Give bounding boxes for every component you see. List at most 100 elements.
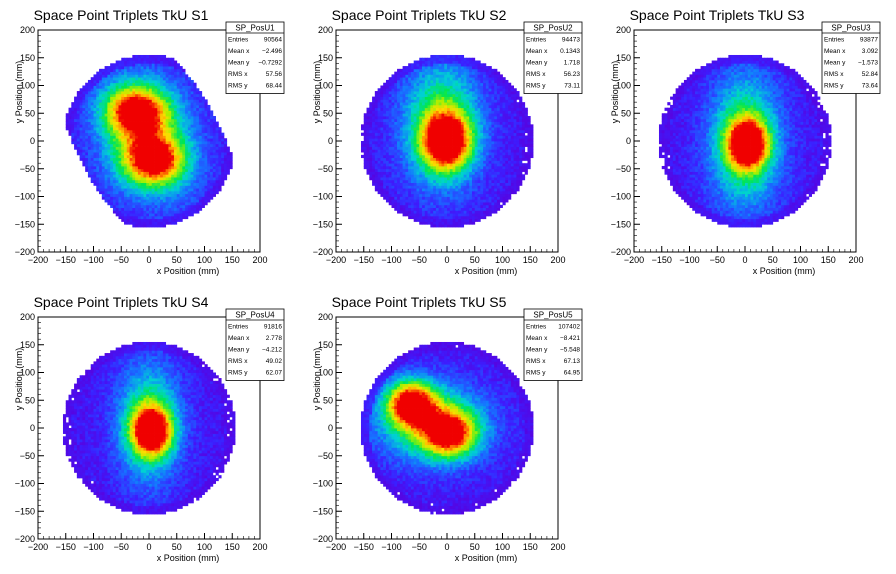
heatmap-cell	[444, 85, 448, 89]
heatmap-cell	[377, 182, 381, 186]
heatmap-cell	[115, 168, 119, 172]
heatmap-cell	[187, 168, 192, 172]
heatmap-cell	[458, 207, 462, 211]
heatmap-cell	[132, 196, 136, 200]
heatmap-cell	[140, 107, 144, 111]
heatmap-cell	[71, 135, 75, 139]
heatmap-cell	[137, 60, 142, 64]
heatmap-cell	[458, 135, 462, 139]
heatmap-cell	[416, 213, 420, 217]
heatmap-cell	[182, 127, 186, 131]
heatmap-cell	[132, 157, 136, 161]
heatmap-cell	[391, 152, 395, 156]
heatmap-cell	[146, 210, 150, 214]
heatmap-cell	[196, 154, 200, 159]
heatmap-cell	[449, 143, 453, 147]
heatmap-cell	[433, 104, 437, 109]
heatmap-cell	[126, 71, 130, 75]
heatmap-cell	[76, 146, 81, 150]
stats-value: −0.7292	[258, 60, 282, 67]
heatmap-cell	[455, 221, 459, 225]
heatmap-cell	[71, 138, 75, 142]
heatmap-cell	[469, 135, 473, 139]
heatmap-cell	[466, 204, 470, 208]
heatmap-cell	[471, 124, 476, 128]
heatmap-cell	[96, 110, 100, 114]
heatmap-cell	[405, 182, 409, 186]
heatmap-cell	[469, 152, 473, 156]
heatmap-cell	[433, 143, 437, 147]
heatmap-cell	[410, 107, 415, 111]
heatmap-cell	[185, 74, 189, 78]
heatmap-cell	[422, 165, 426, 170]
heatmap-cell	[124, 165, 128, 170]
heatmap-cell	[96, 154, 100, 159]
heatmap-cell	[212, 121, 216, 125]
heatmap-cell	[176, 102, 180, 106]
heatmap-cell	[137, 135, 142, 139]
heatmap-cell	[171, 190, 175, 195]
heatmap-cell	[151, 188, 155, 192]
heatmap-cell	[79, 121, 83, 125]
heatmap-cell	[132, 91, 136, 95]
heatmap-cell	[132, 107, 136, 111]
heatmap-cell	[435, 210, 440, 214]
heatmap-cell	[190, 79, 194, 84]
heatmap-cell	[463, 93, 467, 97]
heatmap-cell	[201, 135, 205, 139]
heatmap-cell	[402, 68, 406, 73]
heatmap-cell	[449, 63, 453, 67]
heatmap-cell	[96, 102, 100, 106]
heatmap-cell	[391, 182, 395, 186]
heatmap-cell	[424, 113, 428, 117]
heatmap-cell	[87, 160, 92, 164]
heatmap-cell	[182, 79, 186, 84]
heatmap-cell	[447, 82, 451, 86]
heatmap-cell	[463, 149, 467, 153]
heatmap-cell	[79, 102, 83, 106]
heatmap-cell	[466, 177, 470, 181]
heatmap-cell	[204, 157, 208, 161]
heatmap-cell	[444, 218, 448, 222]
heatmap-cell	[146, 204, 150, 208]
heatmap-cell	[383, 168, 387, 172]
heatmap-cell	[107, 171, 111, 175]
heatmap-cell	[168, 207, 172, 211]
heatmap-cell	[176, 129, 180, 134]
heatmap-cell	[157, 93, 161, 97]
heatmap-cell	[438, 152, 442, 156]
heatmap-cell	[182, 132, 186, 136]
heatmap-cell	[463, 77, 467, 81]
heatmap-cell	[408, 193, 412, 197]
heatmap-cell	[176, 215, 180, 220]
heatmap-cell	[151, 66, 155, 70]
heatmap-cell	[149, 127, 153, 131]
heatmap-cell	[455, 104, 459, 109]
heatmap-cell	[179, 138, 183, 142]
heatmap-cell	[112, 174, 117, 178]
heatmap-cell	[104, 66, 108, 70]
heatmap-cell	[115, 132, 119, 136]
heatmap-cell	[427, 171, 431, 175]
heatmap-cell	[201, 160, 205, 164]
heatmap-cell	[115, 199, 119, 203]
heatmap-cell	[140, 88, 144, 92]
heatmap-cell	[422, 113, 426, 117]
heatmap-cell	[198, 199, 203, 203]
heatmap-cell	[402, 135, 406, 139]
heatmap-cell	[372, 124, 376, 128]
heatmap-cell	[405, 129, 409, 134]
heatmap-cell	[101, 82, 105, 86]
heatmap-cell	[449, 79, 453, 84]
heatmap-cell	[157, 60, 161, 64]
heatmap-cell	[140, 99, 144, 103]
heatmap-cell	[168, 143, 172, 147]
heatmap-cell	[435, 224, 440, 228]
heatmap-cell	[435, 182, 440, 186]
heatmap-cell	[435, 129, 440, 134]
heatmap-cell	[112, 185, 117, 189]
heatmap-cell	[93, 110, 97, 114]
heatmap-cell	[182, 102, 186, 106]
heatmap-cell	[198, 113, 203, 117]
heatmap-cell	[143, 177, 147, 181]
